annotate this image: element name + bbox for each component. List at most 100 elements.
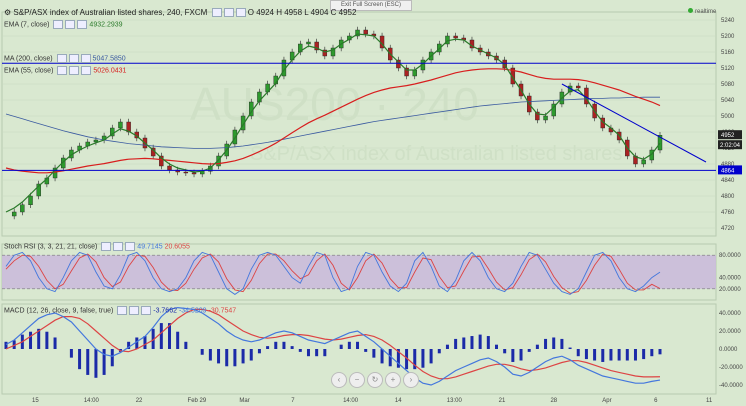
macd-histogram-bar — [405, 349, 409, 370]
settings-toggle[interactable] — [211, 8, 222, 18]
macd-settings[interactable] — [117, 306, 128, 315]
candle-body — [453, 35, 458, 39]
reset-button[interactable]: ↻ — [367, 372, 383, 388]
trendline — [561, 83, 707, 163]
stoch-settings[interactable] — [101, 242, 112, 251]
zoom-in-button[interactable]: + — [385, 372, 401, 388]
stoch-d-line — [5, 253, 661, 294]
ema55-hide[interactable] — [69, 66, 80, 75]
macd-histogram-bar — [642, 349, 646, 360]
ma200-settings[interactable] — [56, 54, 67, 63]
macd-histogram-bar — [445, 344, 449, 349]
x-tick-label: 11 — [706, 398, 713, 404]
countdown-label: 2:02:04 — [720, 143, 741, 149]
macd-histogram-bar — [364, 349, 368, 352]
macd-histogram-bar — [143, 336, 147, 349]
macd-histogram-bar — [323, 349, 327, 357]
macd-histogram-bar — [290, 346, 294, 349]
price-tick-label: 4840 — [721, 178, 735, 184]
macd-line — [5, 306, 661, 386]
macd-close[interactable] — [141, 306, 152, 315]
candle-body — [314, 41, 319, 51]
ema7-close[interactable] — [77, 20, 88, 29]
macd-histogram-bar — [552, 337, 556, 349]
x-tick-label: 15 — [32, 398, 39, 404]
indicator-ema55[interactable]: EMA (55, close) 5026.0431 — [4, 66, 126, 75]
stoch-band — [2, 255, 716, 289]
price-tick-label: 5080 — [721, 82, 735, 88]
macd-histogram-bar — [306, 349, 310, 357]
price-tick-label: 4720 — [721, 226, 735, 232]
macd-histogram-bar — [159, 323, 163, 349]
ema55-value: 5026.0431 — [93, 67, 127, 75]
stoch-hide[interactable] — [113, 242, 124, 251]
ema55-close[interactable] — [81, 66, 92, 75]
macd-signal-value: -30.7547 — [208, 307, 237, 315]
stoch-label: Stoch RSI (3, 3, 21, 21, close) — [4, 243, 98, 251]
macd-histogram-bar — [625, 349, 629, 361]
realtime-label: realtime — [695, 9, 717, 15]
price-pane-frame — [1, 11, 717, 237]
indicator-ma200[interactable]: MA (200, close) 5047.5850 — [4, 54, 126, 63]
macd-histogram-bar — [576, 349, 580, 357]
stoch-tick-label: 80.0000 — [719, 253, 741, 259]
macd-histogram-bar — [421, 349, 425, 368]
macd-histogram-bar — [78, 349, 82, 370]
candle-body — [412, 69, 417, 77]
macd-histogram-bar — [495, 344, 498, 349]
exit-fullscreen-button[interactable]: Exit Full Screen (ESC) — [330, 0, 412, 11]
ma200-close[interactable] — [80, 54, 91, 63]
x-tick-label: 21 — [499, 398, 506, 404]
stoch-k-line — [5, 251, 661, 295]
macd-tick-label: -40.0000 — [719, 383, 743, 389]
macd-histogram-bar — [94, 349, 98, 378]
macd-histogram-bar — [356, 341, 360, 349]
countdown-marker — [718, 140, 742, 150]
price-tick-label: 4800 — [721, 194, 735, 200]
last-price-label: 4952 — [721, 133, 735, 139]
ema7-hide[interactable] — [65, 20, 76, 29]
macd-header[interactable]: MACD (12, 26, close, 9, false, true) -3.… — [4, 306, 236, 315]
macd-histogram-bar — [298, 349, 302, 352]
x-tick-label: Apr — [602, 398, 611, 404]
x-tick-label: 22 — [136, 398, 143, 404]
macd-histogram-bar — [249, 349, 253, 361]
macd-value: -34.5209 — [178, 307, 207, 315]
macd-hide[interactable] — [129, 306, 140, 315]
macd-histogram-bar — [208, 349, 212, 361]
macd-pane-frame — [1, 303, 717, 395]
macd-histogram-bar — [86, 349, 90, 375]
candle-body — [167, 165, 172, 171]
scroll-left-button[interactable]: ‹ — [331, 372, 347, 388]
macd-histogram-bar — [225, 349, 229, 367]
visibility-toggle[interactable] — [223, 8, 234, 18]
close-toggle[interactable] — [235, 8, 246, 18]
macd-histogram-bar — [347, 341, 351, 349]
candle-body — [28, 195, 33, 206]
realtime-indicator: realtime — [688, 8, 716, 15]
indicator-ema7[interactable]: EMA (7, close) 4932.2939 — [4, 20, 123, 29]
macd-histogram-bar — [544, 338, 548, 349]
macd-hist-value: -3.7662 — [153, 307, 177, 315]
macd-histogram-bar — [609, 349, 613, 361]
x-tick-label: 7 — [291, 398, 295, 404]
realtime-dot-icon — [688, 8, 693, 13]
macd-histogram-bar — [69, 349, 73, 358]
ema7-settings[interactable] — [53, 20, 64, 29]
ema55-settings[interactable] — [57, 66, 68, 75]
stoch-header[interactable]: Stoch RSI (3, 3, 21, 21, close) 49.7145 … — [4, 242, 190, 251]
macd-histogram-bar — [568, 347, 572, 349]
stoch-close[interactable] — [125, 242, 136, 251]
scroll-right-button[interactable]: › — [403, 372, 419, 388]
ma200-hide[interactable] — [68, 54, 79, 63]
level-marker — [718, 165, 742, 175]
macd-histogram-bar — [388, 349, 392, 367]
macd-histogram-bar — [135, 337, 139, 349]
gear-icon[interactable]: ⚙ — [4, 8, 12, 17]
macd-histogram-bar — [282, 341, 286, 349]
candle-body — [110, 127, 115, 137]
zoom-out-button[interactable]: − — [349, 372, 365, 388]
candle-body — [306, 41, 311, 45]
macd-histogram-bar — [511, 349, 515, 362]
